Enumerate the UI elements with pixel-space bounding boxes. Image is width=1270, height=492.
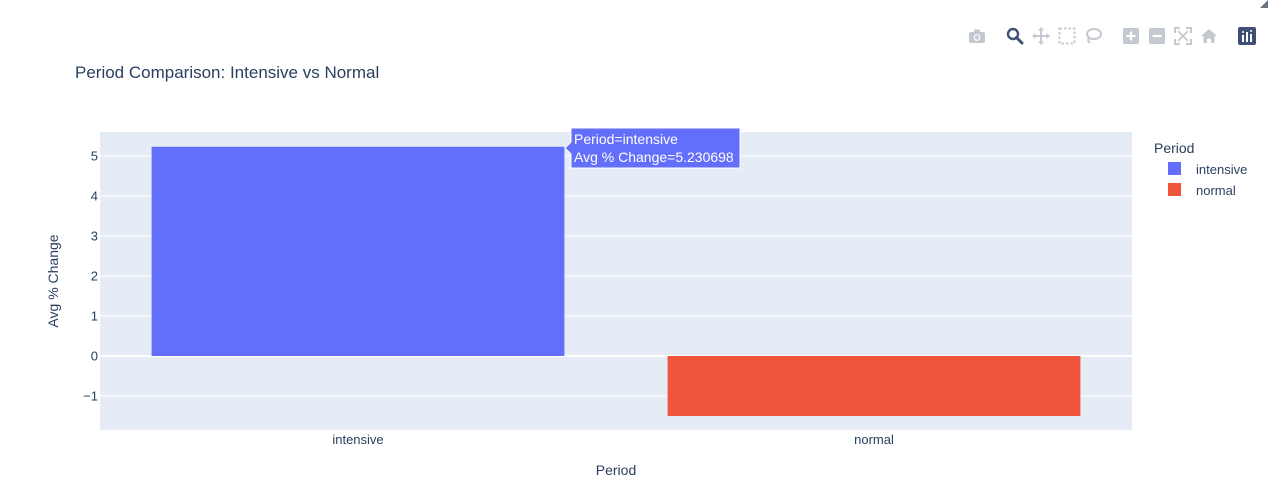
bars <box>151 146 1081 416</box>
x-tick-label: intensive <box>332 432 383 447</box>
hover-tooltip-line2: Avg % Change=5.230698 <box>574 149 734 165</box>
chart-title: Period Comparison: Intensive vs Normal <box>75 63 379 82</box>
y-tick-label: −1 <box>83 389 98 404</box>
y-tick-label: 0 <box>91 349 98 364</box>
box-select-icon[interactable] <box>1056 25 1078 47</box>
camera-icon[interactable] <box>966 25 988 47</box>
legend-item-normal[interactable]: normal <box>1168 183 1236 198</box>
y-tick-label: 2 <box>91 269 98 284</box>
zoom-out-icon[interactable] <box>1146 25 1168 47</box>
resize-corner-icon <box>1260 0 1268 8</box>
bar-normal[interactable] <box>667 356 1081 416</box>
hover-tooltip-box <box>564 127 741 169</box>
bar-intensive[interactable] <box>151 146 565 356</box>
pan-icon[interactable] <box>1030 25 1052 47</box>
modebar-toolbar <box>952 24 1260 48</box>
zoom-in-icon[interactable] <box>1120 25 1142 47</box>
legend-title: Period <box>1154 140 1194 156</box>
x-tick-label: normal <box>854 432 894 447</box>
y-tick-label: 5 <box>91 149 98 164</box>
hover-tooltip-line1: Period=intensive <box>574 131 678 147</box>
y-tick-labels: −1 0 1 2 3 4 5 <box>83 149 98 404</box>
y-tick-label: 3 <box>91 229 98 244</box>
legend: Period intensive normal <box>1154 140 1247 198</box>
zoom-icon[interactable] <box>1004 25 1026 47</box>
lasso-icon[interactable] <box>1082 25 1104 47</box>
legend-swatch-normal <box>1168 183 1181 196</box>
hover-tooltip: Period=intensive Avg % Change=5.230698 <box>564 127 741 169</box>
reset-axes-icon[interactable] <box>1198 25 1220 47</box>
legend-swatch-intensive <box>1168 162 1181 175</box>
y-tick-label: 1 <box>91 309 98 324</box>
x-axis-title: Period <box>596 462 636 478</box>
legend-label-intensive: intensive <box>1196 162 1247 177</box>
autoscale-icon[interactable] <box>1172 25 1194 47</box>
x-tick-labels: intensive normal <box>332 432 894 447</box>
legend-item-intensive[interactable]: intensive <box>1168 162 1247 177</box>
y-axis-title: Avg % Change <box>45 234 61 327</box>
y-tick-label: 4 <box>91 189 98 204</box>
legend-label-normal: normal <box>1196 183 1236 198</box>
plotly-logo-icon[interactable] <box>1236 25 1258 47</box>
